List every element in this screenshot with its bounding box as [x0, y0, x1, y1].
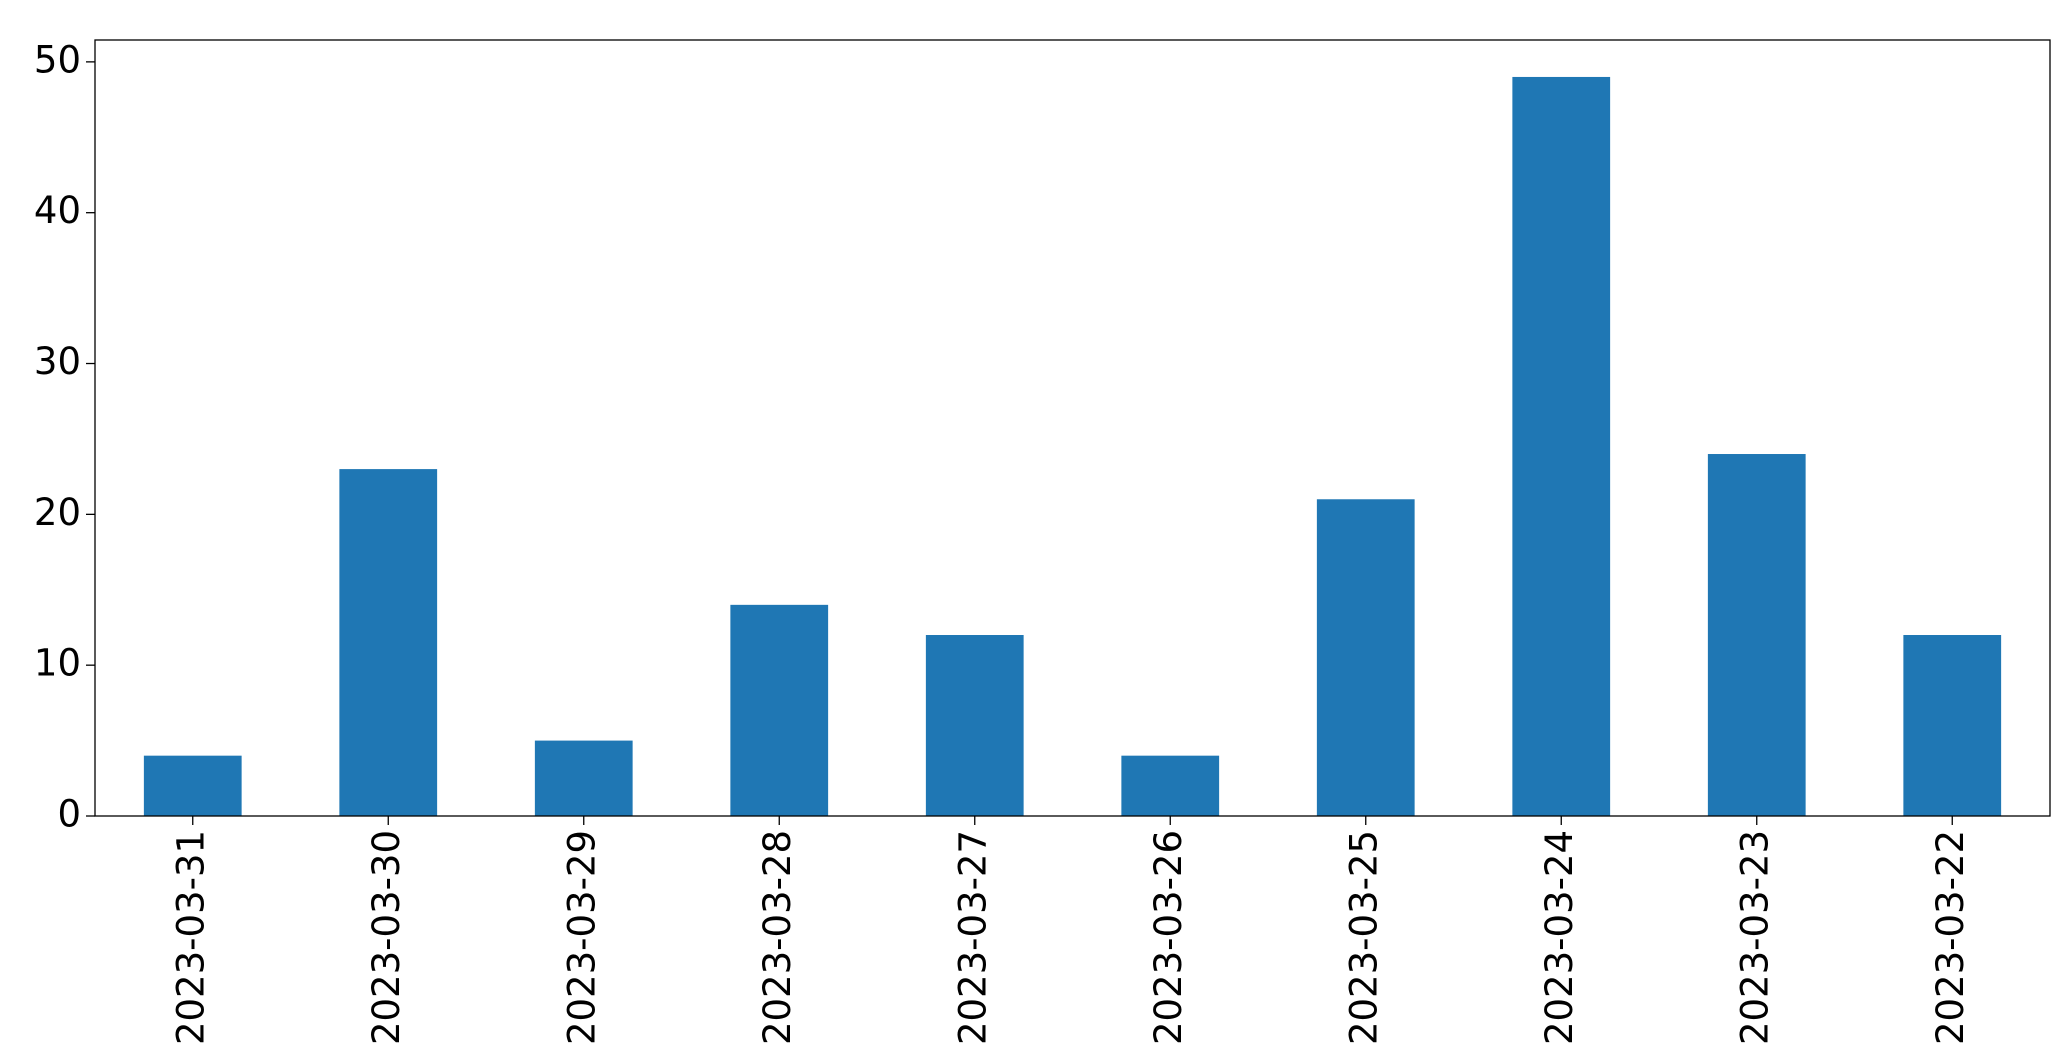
x-tick-label: 2023-03-25: [1342, 830, 1385, 1045]
bar: [1512, 76, 1611, 816]
x-tick-label: 2023-03-31: [169, 830, 212, 1045]
bar: [730, 604, 829, 816]
x-tick-label: 2023-03-23: [1733, 830, 1776, 1045]
x-tick-label: 2023-03-28: [756, 830, 799, 1045]
bar: [1121, 755, 1220, 816]
x-tick-label: 2023-03-27: [951, 830, 994, 1045]
x-tick-label: 2023-03-30: [365, 830, 408, 1045]
y-tick-label: 30: [34, 340, 81, 383]
bar: [1316, 499, 1415, 816]
x-tick-label: 2023-03-24: [1538, 830, 1581, 1045]
bar: [534, 740, 633, 816]
y-tick-label: 50: [34, 38, 81, 81]
y-tick-label: 0: [57, 793, 81, 836]
y-tick-label: 10: [34, 642, 81, 685]
x-tick-label: 2023-03-22: [1929, 830, 1972, 1045]
bar: [1707, 454, 1806, 816]
x-tick-label: 2023-03-26: [1147, 830, 1190, 1045]
plot-frame: [94, 39, 2051, 817]
bar: [143, 755, 242, 816]
y-tick-label: 20: [34, 491, 81, 534]
bar: [339, 469, 438, 816]
x-tick-label: 2023-03-29: [560, 830, 603, 1045]
bar: [1903, 635, 2002, 816]
y-tick-label: 40: [34, 189, 81, 232]
bar: [925, 635, 1024, 816]
